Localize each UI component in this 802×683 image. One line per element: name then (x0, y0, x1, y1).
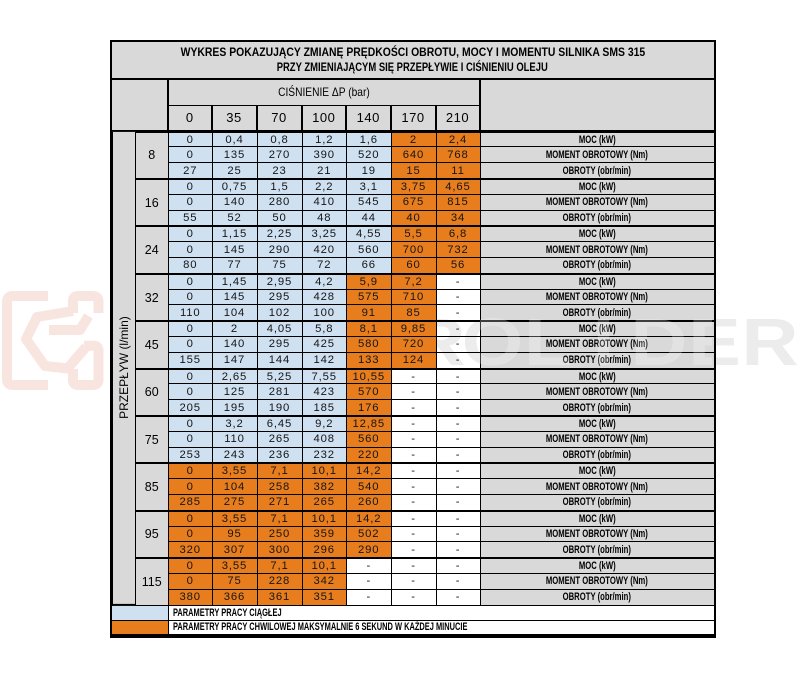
svg-text:R: R (741, 305, 798, 380)
